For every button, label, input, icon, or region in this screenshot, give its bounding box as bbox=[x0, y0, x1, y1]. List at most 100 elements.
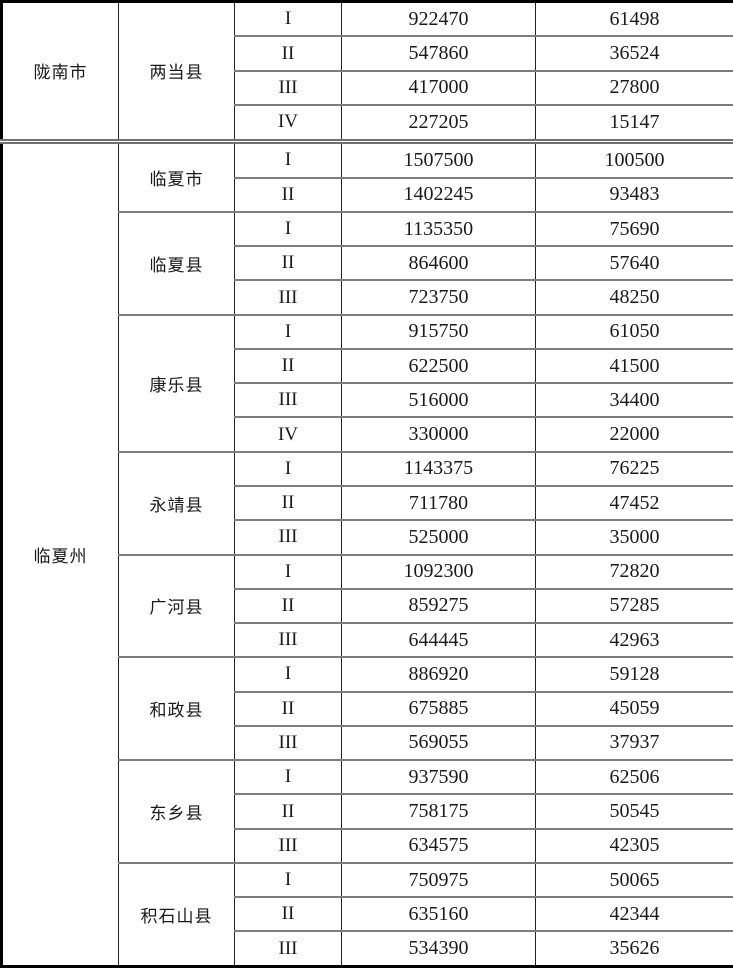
tier-cell: III bbox=[234, 279, 342, 316]
table-row: II 1402245 93483 bbox=[2, 176, 733, 213]
value-primary-cell: 634575 bbox=[341, 827, 536, 864]
value-secondary-cell: 27800 bbox=[535, 69, 733, 106]
value-secondary-cell: 72820 bbox=[535, 553, 733, 590]
tier-cell: III bbox=[234, 827, 342, 864]
value-primary-cell: 1135350 bbox=[341, 210, 536, 248]
value-secondary-cell: 57285 bbox=[535, 587, 733, 625]
value-secondary-cell: 47452 bbox=[535, 484, 733, 522]
table-row: 广河县 I 1092300 72820 bbox=[2, 553, 733, 659]
value-primary-cell: 547860 bbox=[341, 35, 536, 72]
tier-cell: IV bbox=[234, 103, 342, 143]
value-primary-cell: 1092300 bbox=[341, 553, 536, 590]
value-primary-cell: 534390 bbox=[341, 930, 536, 968]
table-row: II 711780 47452 bbox=[2, 484, 733, 522]
value-secondary-cell: 61050 bbox=[535, 313, 733, 350]
county-cell: 两当县 bbox=[118, 0, 235, 143]
tier-cell: II bbox=[234, 484, 342, 522]
table-row: II 859275 57285 bbox=[2, 587, 733, 625]
county-cell: 临夏县 bbox=[118, 210, 235, 316]
value-primary-cell: 622500 bbox=[341, 347, 536, 385]
table-row: 临夏州 临夏市 I 1507500 100500 bbox=[1, 138, 733, 968]
value-secondary-cell: 15147 bbox=[535, 103, 733, 143]
value-primary-cell: 525000 bbox=[341, 519, 536, 556]
table-row: III 525000 35000 bbox=[2, 519, 733, 556]
tier-cell: II bbox=[234, 793, 342, 830]
value-secondary-cell: 48250 bbox=[535, 279, 733, 316]
value-secondary-cell: 22000 bbox=[535, 416, 733, 453]
value-primary-cell: 569055 bbox=[341, 724, 536, 762]
value-secondary-cell: 41500 bbox=[535, 347, 733, 385]
value-secondary-cell: 45059 bbox=[535, 690, 733, 727]
tier-cell: II bbox=[234, 245, 342, 282]
county-cell: 康乐县 bbox=[118, 313, 235, 453]
value-primary-cell: 723750 bbox=[341, 279, 536, 316]
table-row: 临夏县 I 1135350 75690 bbox=[2, 210, 733, 316]
tier-cell: I bbox=[234, 450, 342, 488]
value-secondary-cell: 57640 bbox=[535, 245, 733, 282]
value-secondary-cell: 100500 bbox=[535, 138, 733, 179]
table-row: II 675885 45059 bbox=[2, 690, 733, 727]
value-secondary-cell: 62506 bbox=[535, 759, 733, 796]
value-primary-cell: 330000 bbox=[341, 416, 536, 453]
tier-cell: III bbox=[234, 930, 342, 968]
table-row: 陇南市 两当县 I 922470 61498 bbox=[1, 0, 733, 143]
value-primary-cell: 417000 bbox=[341, 69, 536, 106]
value-primary-cell: 1507500 bbox=[341, 138, 536, 179]
value-primary-cell: 516000 bbox=[341, 382, 536, 419]
value-primary-cell: 675885 bbox=[341, 690, 536, 727]
table-row: II 758175 50545 bbox=[2, 793, 733, 830]
value-secondary-cell: 35626 bbox=[535, 930, 733, 968]
table-row: III 569055 37937 bbox=[2, 724, 733, 762]
value-secondary-cell: 36524 bbox=[535, 35, 733, 72]
city-cell: 陇南市 bbox=[1, 0, 119, 143]
tier-cell: II bbox=[234, 587, 342, 625]
table-row: III 644445 42963 bbox=[2, 622, 733, 659]
table-row: 永靖县 I 1143375 76225 bbox=[2, 450, 733, 556]
value-primary-cell: 644445 bbox=[341, 622, 536, 659]
value-primary-cell: 635160 bbox=[341, 896, 536, 933]
value-secondary-cell: 76225 bbox=[535, 450, 733, 488]
tier-cell: I bbox=[234, 553, 342, 590]
value-secondary-cell: 42963 bbox=[535, 622, 733, 659]
county-cell: 永靖县 bbox=[118, 450, 235, 556]
tier-cell: I bbox=[234, 138, 342, 179]
tier-cell: I bbox=[234, 210, 342, 248]
table-row: 康乐县 I 915750 61050 bbox=[2, 313, 733, 453]
value-primary-cell: 886920 bbox=[341, 656, 536, 693]
tier-cell: III bbox=[234, 622, 342, 659]
value-secondary-cell: 75690 bbox=[535, 210, 733, 248]
value-primary-cell: 1402245 bbox=[341, 176, 536, 213]
value-secondary-cell: 42305 bbox=[535, 827, 733, 864]
tier-cell: I bbox=[234, 656, 342, 693]
value-secondary-cell: 42344 bbox=[535, 896, 733, 933]
tier-cell: IV bbox=[234, 416, 342, 453]
city-cell: 临夏州 bbox=[1, 138, 119, 968]
table-row: IV 227205 15147 bbox=[2, 103, 733, 143]
tier-cell: II bbox=[234, 176, 342, 213]
value-secondary-cell: 34400 bbox=[535, 382, 733, 419]
table-row: IV 330000 22000 bbox=[2, 416, 733, 453]
value-secondary-cell: 50065 bbox=[535, 861, 733, 899]
tier-cell: II bbox=[234, 347, 342, 385]
value-primary-cell: 915750 bbox=[341, 313, 536, 350]
table-row: 和政县 I 886920 59128 bbox=[2, 656, 733, 762]
county-cell: 东乡县 bbox=[118, 759, 235, 864]
tier-cell: II bbox=[234, 896, 342, 933]
tier-cell: III bbox=[234, 382, 342, 419]
table-row: II 864600 57640 bbox=[2, 245, 733, 282]
tier-cell: III bbox=[234, 724, 342, 762]
value-primary-cell: 922470 bbox=[341, 0, 536, 38]
county-cell: 临夏市 bbox=[118, 138, 235, 213]
value-secondary-cell: 61498 bbox=[535, 0, 733, 38]
table-row: III 723750 48250 bbox=[2, 279, 733, 316]
table-row: II 547860 36524 bbox=[2, 35, 733, 72]
table-row: 东乡县 I 937590 62506 bbox=[2, 759, 733, 864]
table-row: III 634575 42305 bbox=[2, 827, 733, 864]
table-row: II 635160 42344 bbox=[2, 896, 733, 933]
table-row: III 417000 27800 bbox=[2, 69, 733, 106]
value-secondary-cell: 37937 bbox=[535, 724, 733, 762]
value-secondary-cell: 59128 bbox=[535, 656, 733, 693]
tier-cell: II bbox=[234, 690, 342, 727]
county-cell: 积石山县 bbox=[118, 861, 235, 968]
